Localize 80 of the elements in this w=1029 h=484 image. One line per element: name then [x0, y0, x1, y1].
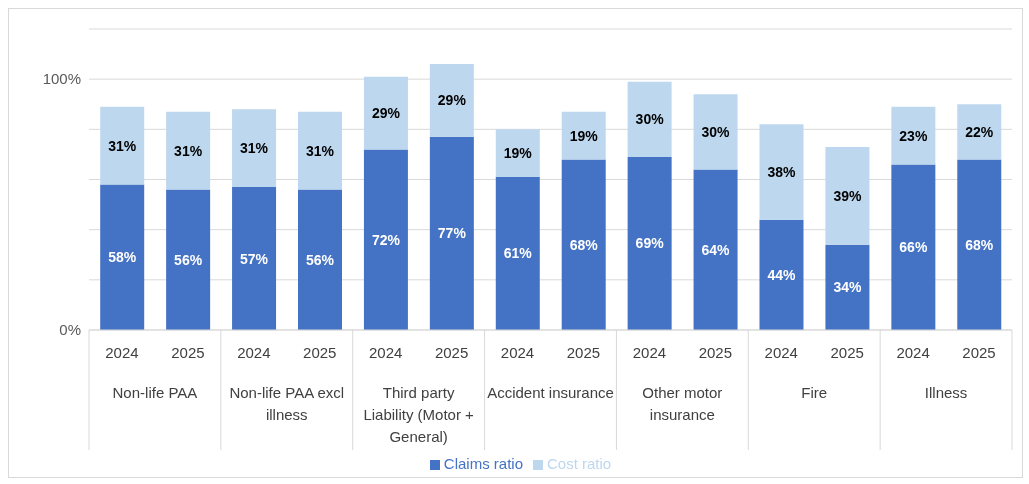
x-tick-label: 2025 [434, 344, 469, 361]
data-label: 56% [174, 251, 203, 268]
x-tick-label: 2025 [830, 344, 864, 361]
text: Non-life PAA [112, 384, 198, 401]
x-tick-label: 2024 [500, 344, 535, 361]
text: Non-life PAA excl illness [229, 384, 345, 423]
bar [891, 106, 936, 165]
x-tick-label: 2024 [237, 344, 271, 361]
bar [627, 81, 672, 157]
x-tick-label: 2024 [896, 344, 930, 361]
text: Fire [801, 384, 828, 401]
data-label: 77% [437, 225, 467, 242]
text: Third party Liability (Motor + General) [363, 384, 475, 445]
data-label: 57% [240, 250, 269, 267]
data-label: 64% [701, 241, 731, 258]
data-label: 31% [174, 142, 203, 159]
bar [495, 129, 540, 177]
bar [297, 111, 342, 190]
data-label: 61% [503, 245, 533, 262]
data-label: 30% [701, 123, 731, 140]
x-tick-label: 2025 [171, 344, 205, 361]
text: Illness [924, 384, 968, 401]
data-label: 30% [635, 111, 665, 128]
bar [100, 184, 145, 330]
data-label: 39% [833, 187, 862, 204]
bar [693, 169, 738, 330]
bar [166, 111, 211, 190]
y-tick-label: 0% [59, 321, 81, 339]
data-label: 56% [305, 251, 335, 268]
bar [297, 189, 342, 330]
bar [891, 164, 936, 330]
data-label: 23% [899, 127, 928, 144]
legend-label: Cost ratio [546, 455, 612, 472]
data-label: 29% [437, 92, 467, 109]
data-label: 69% [635, 235, 665, 252]
bar [166, 189, 211, 330]
data-label: 34% [833, 279, 862, 296]
bar [100, 106, 145, 185]
data-label: 19% [503, 145, 533, 162]
bar [693, 94, 738, 170]
legend-label: Claims ratio [443, 455, 523, 472]
x-tick-label: 2025 [698, 344, 733, 361]
x-tick-label: 2024 [368, 344, 403, 361]
x-tick-label: 2025 [962, 344, 996, 361]
x-tick-label: 2024 [764, 344, 798, 361]
bar [627, 156, 672, 330]
data-label: 72% [371, 231, 401, 248]
text: Accident insurance [487, 384, 614, 401]
bar [232, 187, 277, 330]
bar [759, 124, 804, 220]
bar [825, 146, 870, 245]
data-label: 68% [569, 236, 599, 253]
data-label: 58% [108, 249, 137, 266]
data-label: 31% [108, 137, 137, 154]
data-label: 29% [371, 105, 401, 122]
bar [363, 149, 408, 330]
bar [957, 159, 1002, 330]
x-tick-label: 2025 [566, 344, 601, 361]
bar [232, 109, 277, 188]
data-label: 38% [767, 163, 797, 180]
data-label: 31% [240, 140, 269, 157]
bar [561, 159, 606, 330]
data-label: 44% [767, 266, 797, 283]
bar [825, 244, 870, 330]
bar [363, 76, 408, 150]
bar [957, 104, 1002, 160]
x-tick-label: 2024 [105, 344, 139, 361]
text: Other motor insurance [642, 384, 723, 423]
x-tick-label: 2025 [303, 344, 337, 361]
bar [429, 136, 474, 330]
data-label: 31% [305, 142, 335, 159]
data-label: 68% [965, 236, 994, 253]
bar [759, 219, 804, 330]
y-tick-label: 100% [42, 70, 81, 88]
data-label: 19% [569, 127, 599, 144]
data-label: 22% [965, 123, 994, 140]
bar [429, 64, 474, 137]
data-label: 66% [899, 239, 928, 256]
x-tick-label: 2024 [632, 344, 667, 361]
bar [495, 176, 540, 330]
